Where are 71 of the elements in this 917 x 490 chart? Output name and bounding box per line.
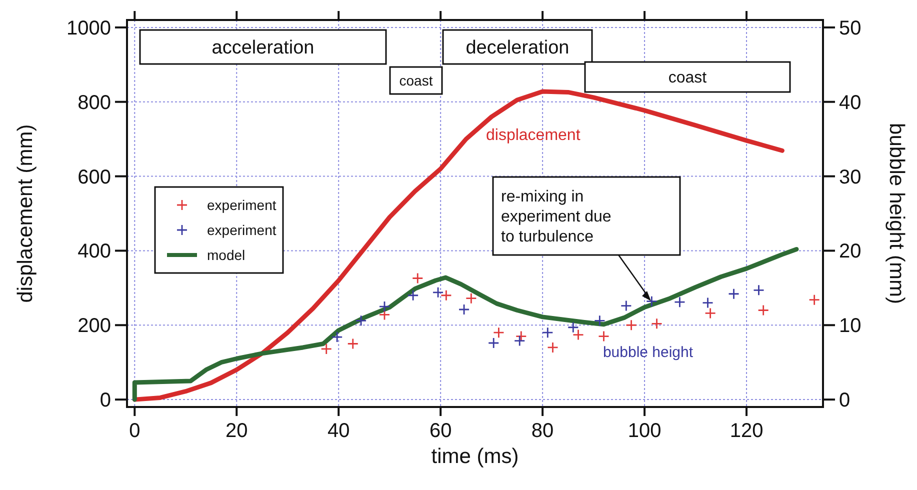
point — [412, 272, 424, 284]
x-tick-label: 20 — [226, 420, 248, 442]
line-series — [132, 89, 784, 402]
point — [515, 330, 527, 342]
text-box: acceleration — [139, 29, 387, 65]
point — [567, 322, 579, 334]
point — [432, 286, 444, 298]
x-tick-label: 100 — [628, 420, 662, 442]
point — [808, 294, 820, 306]
point — [514, 335, 526, 346]
x-tick-label: 40 — [327, 420, 350, 442]
point — [594, 314, 606, 326]
point — [347, 338, 359, 350]
point — [320, 343, 332, 355]
annotation: deceleration — [466, 38, 570, 59]
point — [465, 292, 477, 304]
point — [493, 326, 504, 338]
point — [407, 290, 419, 302]
point — [674, 296, 686, 308]
annotation: coast — [668, 70, 708, 87]
point — [728, 288, 740, 300]
x-tick-label: 60 — [429, 420, 452, 442]
y-tick-label: 1000 — [66, 17, 111, 40]
y2-tick-label: 20 — [839, 240, 862, 263]
point — [458, 304, 470, 316]
series-label: displacement — [486, 127, 581, 144]
point — [572, 329, 584, 341]
y-axis-title: displacement (mm) — [14, 124, 37, 303]
x-axis-title: time (ms) — [431, 445, 519, 468]
point — [378, 300, 390, 312]
legend-label: experiment — [207, 222, 276, 238]
point — [355, 314, 367, 326]
legend-label: model — [207, 247, 246, 263]
annotation: coast — [399, 72, 433, 88]
x-tick-label: 0 — [129, 420, 140, 442]
y-tick-label: 400 — [78, 240, 111, 263]
point — [646, 296, 658, 308]
y2-tick-label: 40 — [839, 92, 862, 114]
line-series — [132, 246, 799, 402]
legend-label: experiment — [207, 197, 276, 213]
text-box: coast — [584, 61, 791, 93]
text-box: coast — [389, 66, 443, 95]
x-tick-label: 80 — [531, 420, 554, 442]
annotation: acceleration — [212, 38, 314, 59]
point — [651, 318, 662, 330]
y-tick-label: 600 — [78, 166, 111, 188]
point — [620, 300, 632, 312]
point — [598, 330, 610, 342]
y2-axis-title: bubble height (mm) — [885, 123, 908, 304]
y-tick-label: 800 — [78, 92, 111, 114]
point — [753, 284, 764, 296]
point — [758, 304, 770, 316]
x-tick-label: 120 — [730, 420, 764, 442]
y-tick-label: 0 — [100, 390, 111, 412]
point — [440, 290, 452, 302]
text-box: deceleration — [442, 29, 593, 65]
point — [626, 319, 637, 331]
point — [331, 331, 343, 343]
y2-tick-label: 50 — [839, 17, 862, 40]
point — [704, 308, 716, 319]
y2-tick-label: 10 — [839, 315, 862, 338]
annotation: bubble height — [602, 344, 694, 361]
y2-tick-label: 0 — [839, 390, 850, 412]
point — [542, 326, 554, 338]
y2-tick-label: 30 — [839, 166, 862, 188]
point — [378, 309, 390, 320]
annotation: re-mixing in experiment due to turbulence — [501, 188, 612, 246]
y-tick-label: 200 — [78, 315, 111, 338]
point — [702, 297, 714, 309]
point — [488, 337, 500, 349]
point — [547, 342, 558, 354]
